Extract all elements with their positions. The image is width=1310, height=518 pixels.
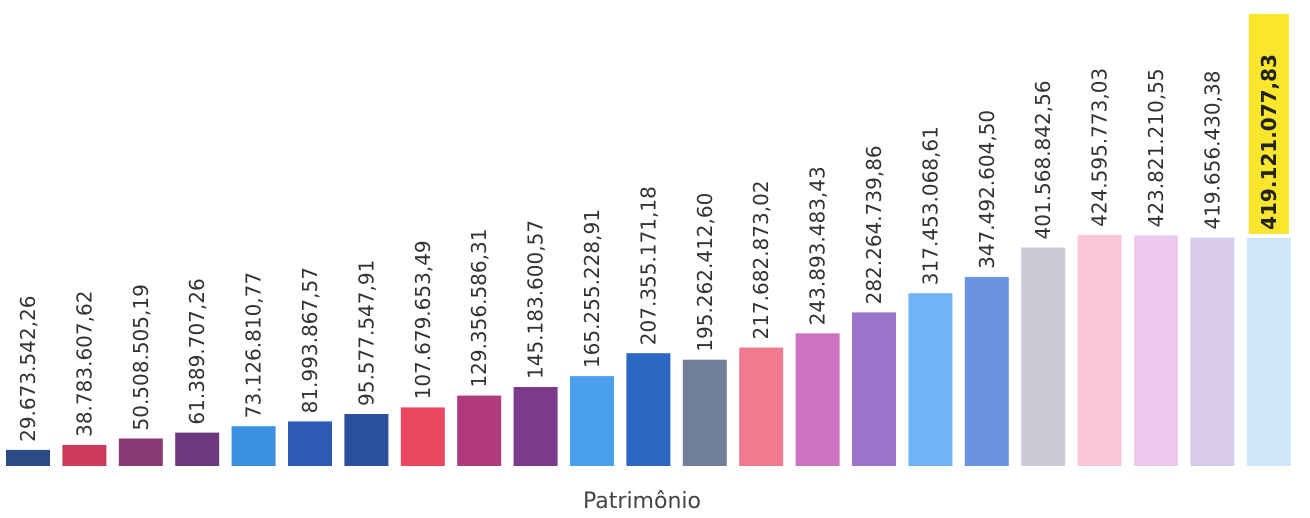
value-label-1: 29.673.542,26	[16, 296, 40, 442]
bar-4	[175, 432, 220, 466]
value-label-12: 207.355.171,18	[636, 186, 660, 345]
bar-3	[118, 438, 163, 466]
value-label-16: 282.264.739,86	[862, 145, 886, 304]
bar-22	[1190, 237, 1235, 466]
bar-9	[457, 395, 502, 466]
bar-11	[570, 376, 614, 466]
value-label-7: 95.577.547,91	[354, 260, 378, 406]
value-label-21: 423.821.210,55	[1144, 68, 1168, 227]
bar-20	[1077, 234, 1122, 466]
bar-18	[964, 276, 1009, 466]
bar-10	[513, 387, 558, 466]
bar-15	[795, 333, 840, 466]
bars-layer	[6, 234, 1291, 466]
value-label-2: 38.783.607,62	[72, 291, 96, 437]
bar-21	[1134, 235, 1178, 466]
bar-23	[1246, 237, 1291, 466]
value-label-19: 401.568.842,56	[1031, 80, 1055, 239]
value-label-11: 165.255.228,91	[580, 209, 604, 368]
value-label-13: 195.262.412,60	[693, 193, 717, 352]
value-label-18: 347.492.604,50	[975, 110, 999, 269]
value-label-3: 50.508.505,19	[129, 284, 153, 430]
bar-5	[231, 426, 276, 466]
value-label-17: 317.453.068,61	[918, 126, 942, 285]
highlight-box	[1248, 13, 1289, 234]
value-label-9: 129.356.586,31	[467, 229, 491, 388]
value-label-14: 217.682.873,02	[749, 180, 773, 339]
value-label-22: 419.656.430,38	[1200, 71, 1224, 230]
bar-19	[1021, 247, 1066, 466]
value-label-10: 145.183.600,57	[524, 220, 548, 379]
value-label-4: 61.389.707,26	[185, 278, 209, 424]
value-label-20: 424.595.773,03	[1088, 68, 1112, 227]
bar-14	[739, 347, 784, 466]
value-label-5: 73.126.810,77	[242, 272, 266, 418]
bar-17	[908, 293, 953, 466]
value-label-6: 81.993.867,57	[298, 267, 322, 413]
bar-7	[344, 414, 389, 466]
x-axis-label: Patrimônio	[583, 489, 701, 514]
bar-16	[852, 312, 896, 466]
value-labels-layer: 29.673.542,26 38.783.607,62 50.508.505,19 6…	[16, 13, 1289, 442]
value-label-15: 243.893.483,43	[806, 166, 830, 325]
bar-12	[626, 353, 671, 466]
bar-2	[62, 444, 107, 466]
value-label-8: 107.679.653,49	[411, 240, 435, 399]
bar-13	[682, 359, 727, 466]
bar-1	[6, 449, 50, 466]
bar-8	[400, 407, 445, 466]
bar-6	[288, 421, 332, 466]
value-label-23: 419.121.077,83	[1257, 54, 1281, 230]
